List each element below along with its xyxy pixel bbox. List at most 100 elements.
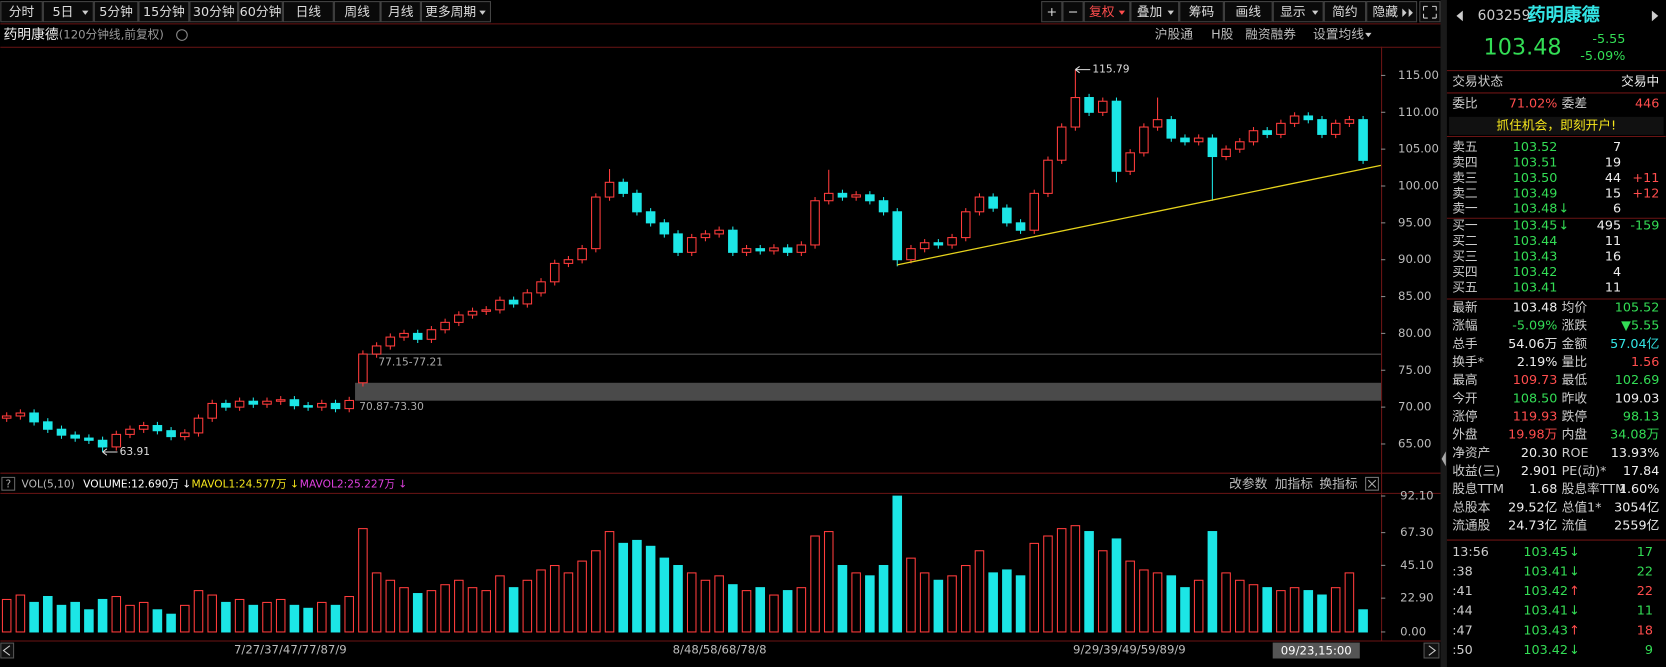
cursor-box	[1272, 642, 1360, 659]
volume-bar	[919, 572, 930, 633]
candle-body	[947, 237, 957, 246]
period-button[interactable]	[93, 1, 139, 23]
candle-body	[1166, 119, 1177, 139]
stat-value: 54.06万	[1508, 337, 1557, 352]
scroll-right[interactable]	[1423, 642, 1440, 659]
tool-button[interactable]	[1041, 1, 1063, 23]
header-link[interactable]: 沪股通	[1155, 28, 1193, 43]
period-label[interactable]: 周线	[344, 5, 370, 20]
period-label[interactable]: 30分钟	[193, 4, 235, 20]
period-button[interactable]	[0, 1, 43, 23]
divider-arrow[interactable]	[1441, 451, 1446, 467]
candle-body	[1029, 192, 1040, 231]
candle-body	[180, 432, 190, 438]
tool-label[interactable]: 复权	[1089, 4, 1115, 20]
volume-bar	[454, 579, 464, 633]
period-label[interactable]: 15分钟	[143, 4, 185, 20]
stat-value: 17.84	[1623, 464, 1659, 479]
candle-body	[1344, 119, 1355, 124]
volume-bar	[618, 542, 629, 633]
banner-box[interactable]	[1449, 116, 1664, 135]
tick-time: :47	[1452, 623, 1473, 638]
divider	[1440, 0, 1447, 667]
period-label[interactable]: 更多周期	[425, 5, 476, 20]
candle-body	[960, 211, 971, 239]
candle-body	[796, 244, 807, 253]
close-box[interactable]	[1365, 476, 1379, 491]
tool-label[interactable]: 简约	[1332, 5, 1357, 20]
candle-body	[563, 259, 574, 264]
prev-arrow[interactable]	[1456, 10, 1463, 22]
y-tick-label: 100.00	[1398, 178, 1439, 192]
volume-bar	[1002, 569, 1012, 633]
tool-label[interactable]: 隐藏	[1373, 5, 1399, 20]
candle-body	[138, 425, 149, 430]
tool-label[interactable]: 筹码	[1189, 4, 1214, 20]
period-label[interactable]: 分时	[9, 5, 35, 20]
candle-body	[1235, 141, 1245, 150]
dropdown-arrow	[479, 10, 486, 15]
stat-label: 流通股	[1452, 518, 1490, 533]
settings-icon[interactable]	[176, 29, 188, 41]
volume-bar	[960, 564, 971, 633]
period-button[interactable]	[282, 1, 334, 23]
candle-body	[15, 412, 26, 417]
tool-button[interactable]	[1062, 1, 1084, 23]
period-label[interactable]: 5日	[53, 5, 74, 20]
volume-bar	[262, 601, 272, 633]
period-button[interactable]	[380, 1, 421, 23]
tool-button[interactable]	[1130, 1, 1180, 23]
indicator-tool[interactable]: 改参数	[1229, 476, 1267, 492]
period-button[interactable]	[420, 1, 492, 23]
volume-bar	[823, 531, 834, 633]
period-label[interactable]: 日线	[296, 5, 322, 20]
header-link[interactable]: 融资融券	[1245, 27, 1296, 43]
period-label[interactable]: 60分钟	[240, 4, 282, 20]
header-link[interactable]: H股	[1211, 28, 1234, 43]
period-button[interactable]	[333, 1, 381, 23]
candle-body	[1125, 152, 1135, 172]
period-button[interactable]	[138, 1, 190, 23]
next-arrow[interactable]	[1651, 10, 1659, 22]
tool-button[interactable]	[1223, 1, 1273, 23]
dropdown-arrow	[82, 10, 89, 15]
candle-body	[522, 292, 533, 305]
scroll-left[interactable]	[0, 642, 15, 659]
tool-button[interactable]	[1323, 1, 1367, 23]
tool-button[interactable]	[1083, 1, 1131, 23]
expand-button[interactable]	[1419, 1, 1441, 23]
y-tick-label: 75.00	[1398, 363, 1431, 377]
volume-bar	[796, 587, 807, 633]
candle-body	[1111, 100, 1122, 172]
indicator-tool[interactable]: 加指标	[1275, 477, 1313, 492]
tool-button[interactable]	[1272, 1, 1324, 23]
tool-button[interactable]	[1366, 1, 1418, 23]
tool-label[interactable]: −	[1068, 5, 1079, 20]
period-button[interactable]	[238, 1, 283, 23]
stat-label: ROE	[1562, 446, 1589, 461]
candle-body	[221, 402, 231, 408]
header-link[interactable]: 设置均线	[1313, 28, 1364, 43]
book-dir: ↓	[1558, 219, 1569, 234]
period-label[interactable]: 月线	[388, 5, 414, 20]
candle-body	[43, 421, 53, 430]
period-label[interactable]: 5分钟	[99, 4, 133, 20]
help-box[interactable]	[1, 476, 16, 491]
indicator-tool[interactable]: 换指标	[1319, 477, 1357, 492]
banner[interactable]: 抓住机会，即刻开户!	[1496, 117, 1616, 133]
tool-label[interactable]: 显示	[1280, 5, 1305, 20]
volume-bar	[1303, 590, 1314, 633]
period-button[interactable]	[42, 1, 94, 23]
tool-label[interactable]: +	[1046, 5, 1057, 20]
stat-label: 流值	[1562, 517, 1588, 533]
tool-label[interactable]: 叠加	[1137, 5, 1162, 20]
candle-body	[1139, 126, 1149, 154]
candle-body	[755, 248, 766, 252]
tool-button[interactable]	[1179, 1, 1224, 23]
volume-bar	[1084, 531, 1094, 633]
max-arrow	[1075, 66, 1091, 74]
period-button[interactable]	[189, 1, 239, 23]
volume-legend: VOLUME:12.690万 ↓	[83, 477, 191, 490]
tool-label[interactable]: 画线	[1236, 5, 1262, 20]
volume-bar	[1276, 590, 1286, 633]
